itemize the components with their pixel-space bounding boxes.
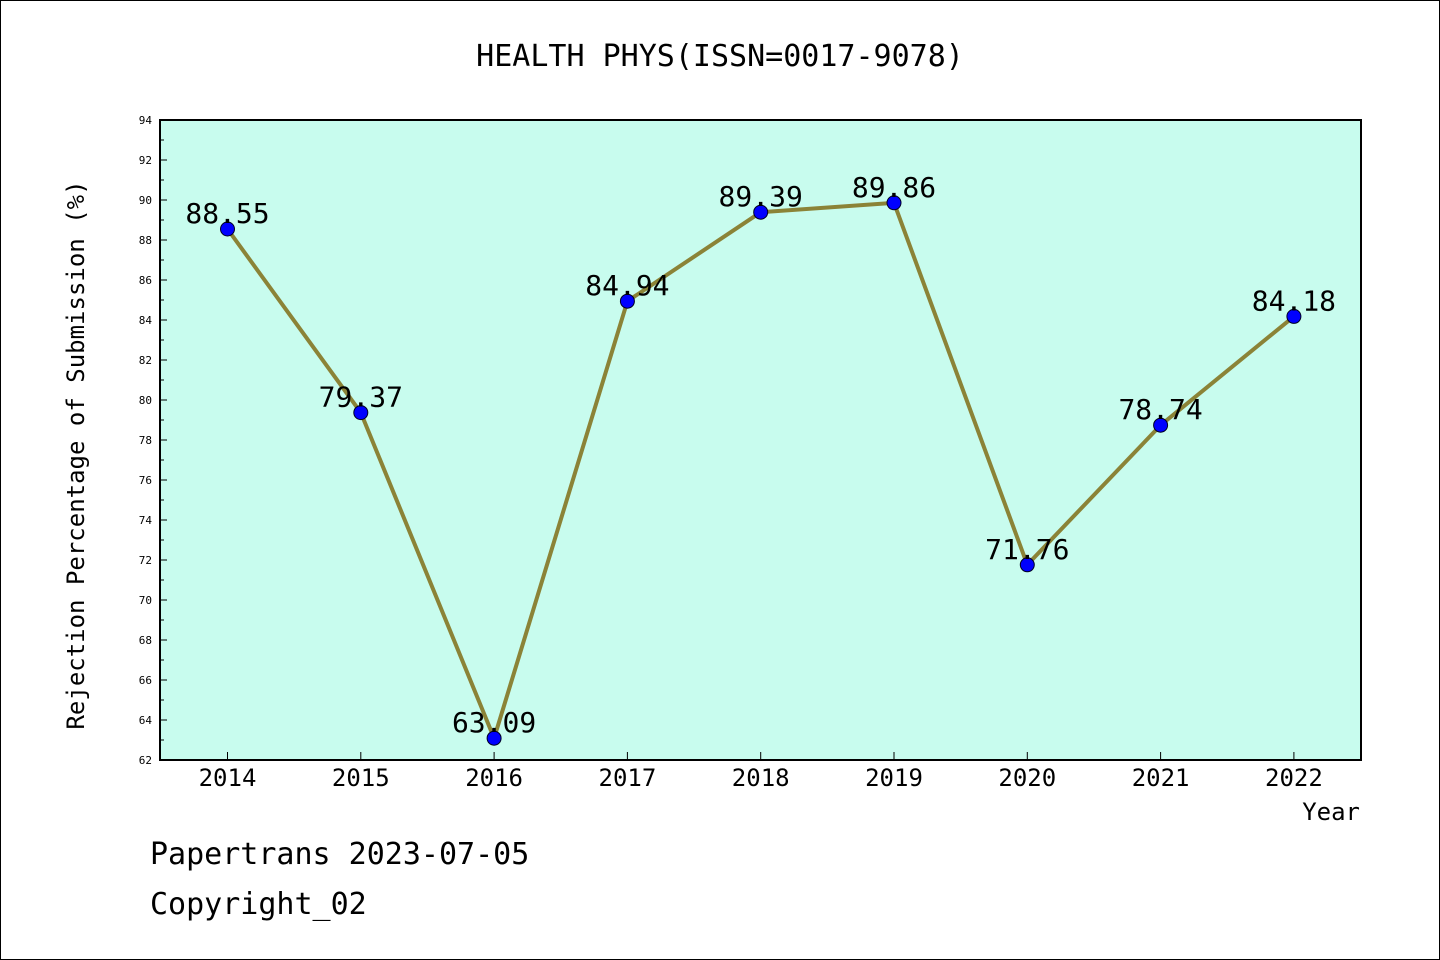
data-label: 79.37 [319,381,403,414]
data-point [220,221,235,237]
plot-border [159,119,1362,761]
y-tick-label: 64 [139,714,153,727]
data-label: 84.94 [585,269,669,302]
data-label: 71.76 [985,533,1069,566]
data-point [1286,308,1302,324]
data-point [619,293,635,309]
y-tick-label: 88 [139,234,152,247]
data-points [220,195,1302,746]
data-label: 89.39 [719,180,803,213]
y-tick-label: 70 [139,594,152,607]
footer-copyright: Copyright_02 [150,887,367,922]
x-tick-label: 2021 [1132,764,1190,792]
x-tick-label: 2019 [865,764,923,792]
data-label: 88.55 [185,197,269,230]
y-axis-ticks: 62 64 66 68 70 72 74 76 78 80 82 84 86 88 90 92 94 [139,114,167,767]
y-tick-label: 80 [139,394,152,407]
data-label: 89.86 [852,171,936,204]
y-tick-label: 90 [139,194,152,207]
data-point [1153,417,1169,433]
y-tick-label: 82 [139,354,152,367]
y-tick-label: 74 [139,514,153,527]
chart-title: HEALTH PHYS(ISSN=0017-9078) [476,39,964,74]
data-point [753,204,769,220]
y-tick-label: 72 [139,554,152,567]
y-axis-title: Rejection Percentage of Submission (%) [62,180,90,729]
y-tick-label: 62 [139,754,152,767]
x-axis-ticks: 2014 2015 2016 2017 2018 2019 2020 2021 2022 [199,752,1323,792]
y-tick-label: 94 [139,114,153,127]
footer-date: Papertrans 2023-07-05 [150,837,529,872]
x-tick-label: 2018 [732,764,790,792]
y-tick-label: 86 [139,274,152,287]
y-tick-label: 84 [139,314,153,327]
y-tick-label: 66 [139,674,152,687]
x-axis-title: Year [1302,798,1360,826]
data-label: 84.18 [1252,284,1336,317]
x-tick-label: 2016 [465,764,523,792]
x-tick-label: 2022 [1265,764,1323,792]
data-point [886,195,902,211]
x-tick-label: 2017 [599,764,657,792]
plot-area [160,120,1361,760]
y-tick-label: 68 [139,634,152,647]
data-label: 78.74 [1118,393,1202,426]
x-tick-label: 2014 [199,764,257,792]
x-tick-label: 2020 [998,764,1056,792]
data-label: 63.09 [452,706,536,739]
data-labels: 88.55 79.37 63.09 84.94 89.39 89.86 71.76 78.74… [185,171,1336,739]
x-tick-label: 2015 [332,764,390,792]
data-point [353,405,369,421]
data-point [486,730,502,746]
y-tick-label: 78 [139,434,152,447]
y-tick-label: 92 [139,154,152,167]
data-point [1019,557,1035,573]
y-tick-label: 76 [139,474,152,487]
